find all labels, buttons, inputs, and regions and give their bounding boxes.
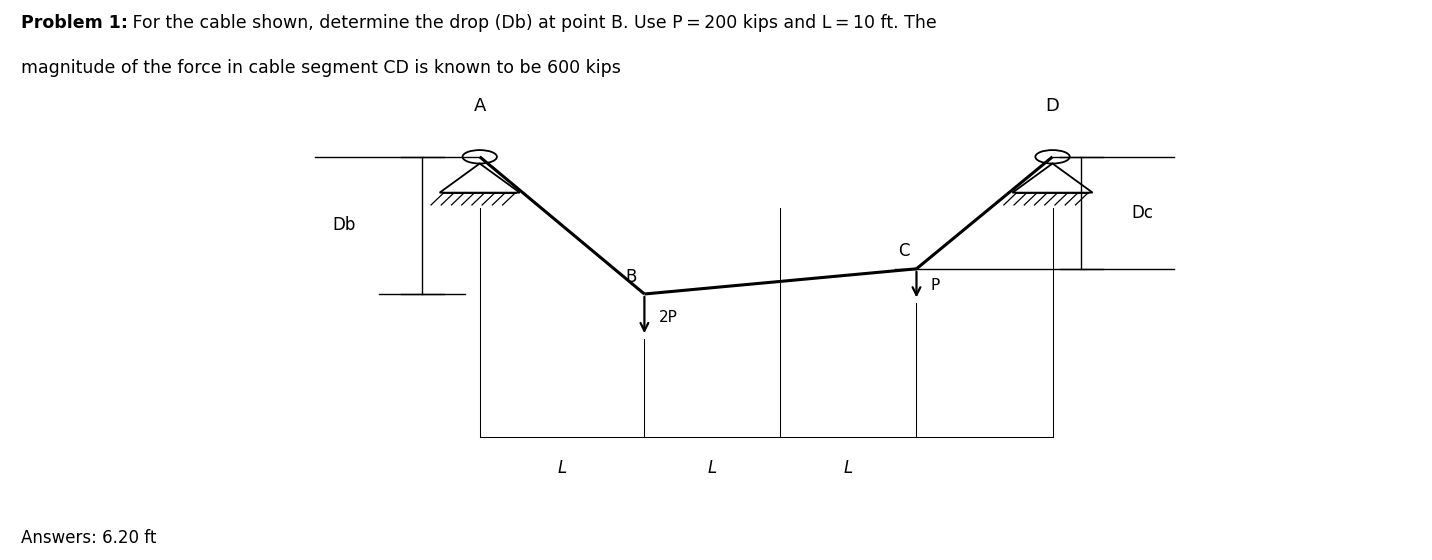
Text: 2P: 2P bbox=[659, 310, 677, 325]
Text: P: P bbox=[931, 278, 939, 293]
Text: Db: Db bbox=[332, 216, 355, 235]
Text: magnitude of the force in cable segment CD is known to be 600 kips: magnitude of the force in cable segment … bbox=[21, 59, 621, 77]
Text: D: D bbox=[1045, 97, 1060, 115]
Text: C: C bbox=[898, 242, 909, 260]
Text: L: L bbox=[707, 459, 717, 477]
Text: L: L bbox=[557, 459, 567, 477]
Text: Problem 1:: Problem 1: bbox=[21, 14, 129, 32]
Text: L: L bbox=[843, 459, 853, 477]
Text: A: A bbox=[474, 97, 485, 115]
Text: B: B bbox=[626, 268, 637, 286]
Text: For the cable shown, determine the drop (Db) at point B. Use P = 200 kips and L : For the cable shown, determine the drop … bbox=[127, 14, 937, 32]
Text: Dc: Dc bbox=[1131, 204, 1153, 222]
Text: Answers: 6.20 ft: Answers: 6.20 ft bbox=[21, 529, 158, 547]
